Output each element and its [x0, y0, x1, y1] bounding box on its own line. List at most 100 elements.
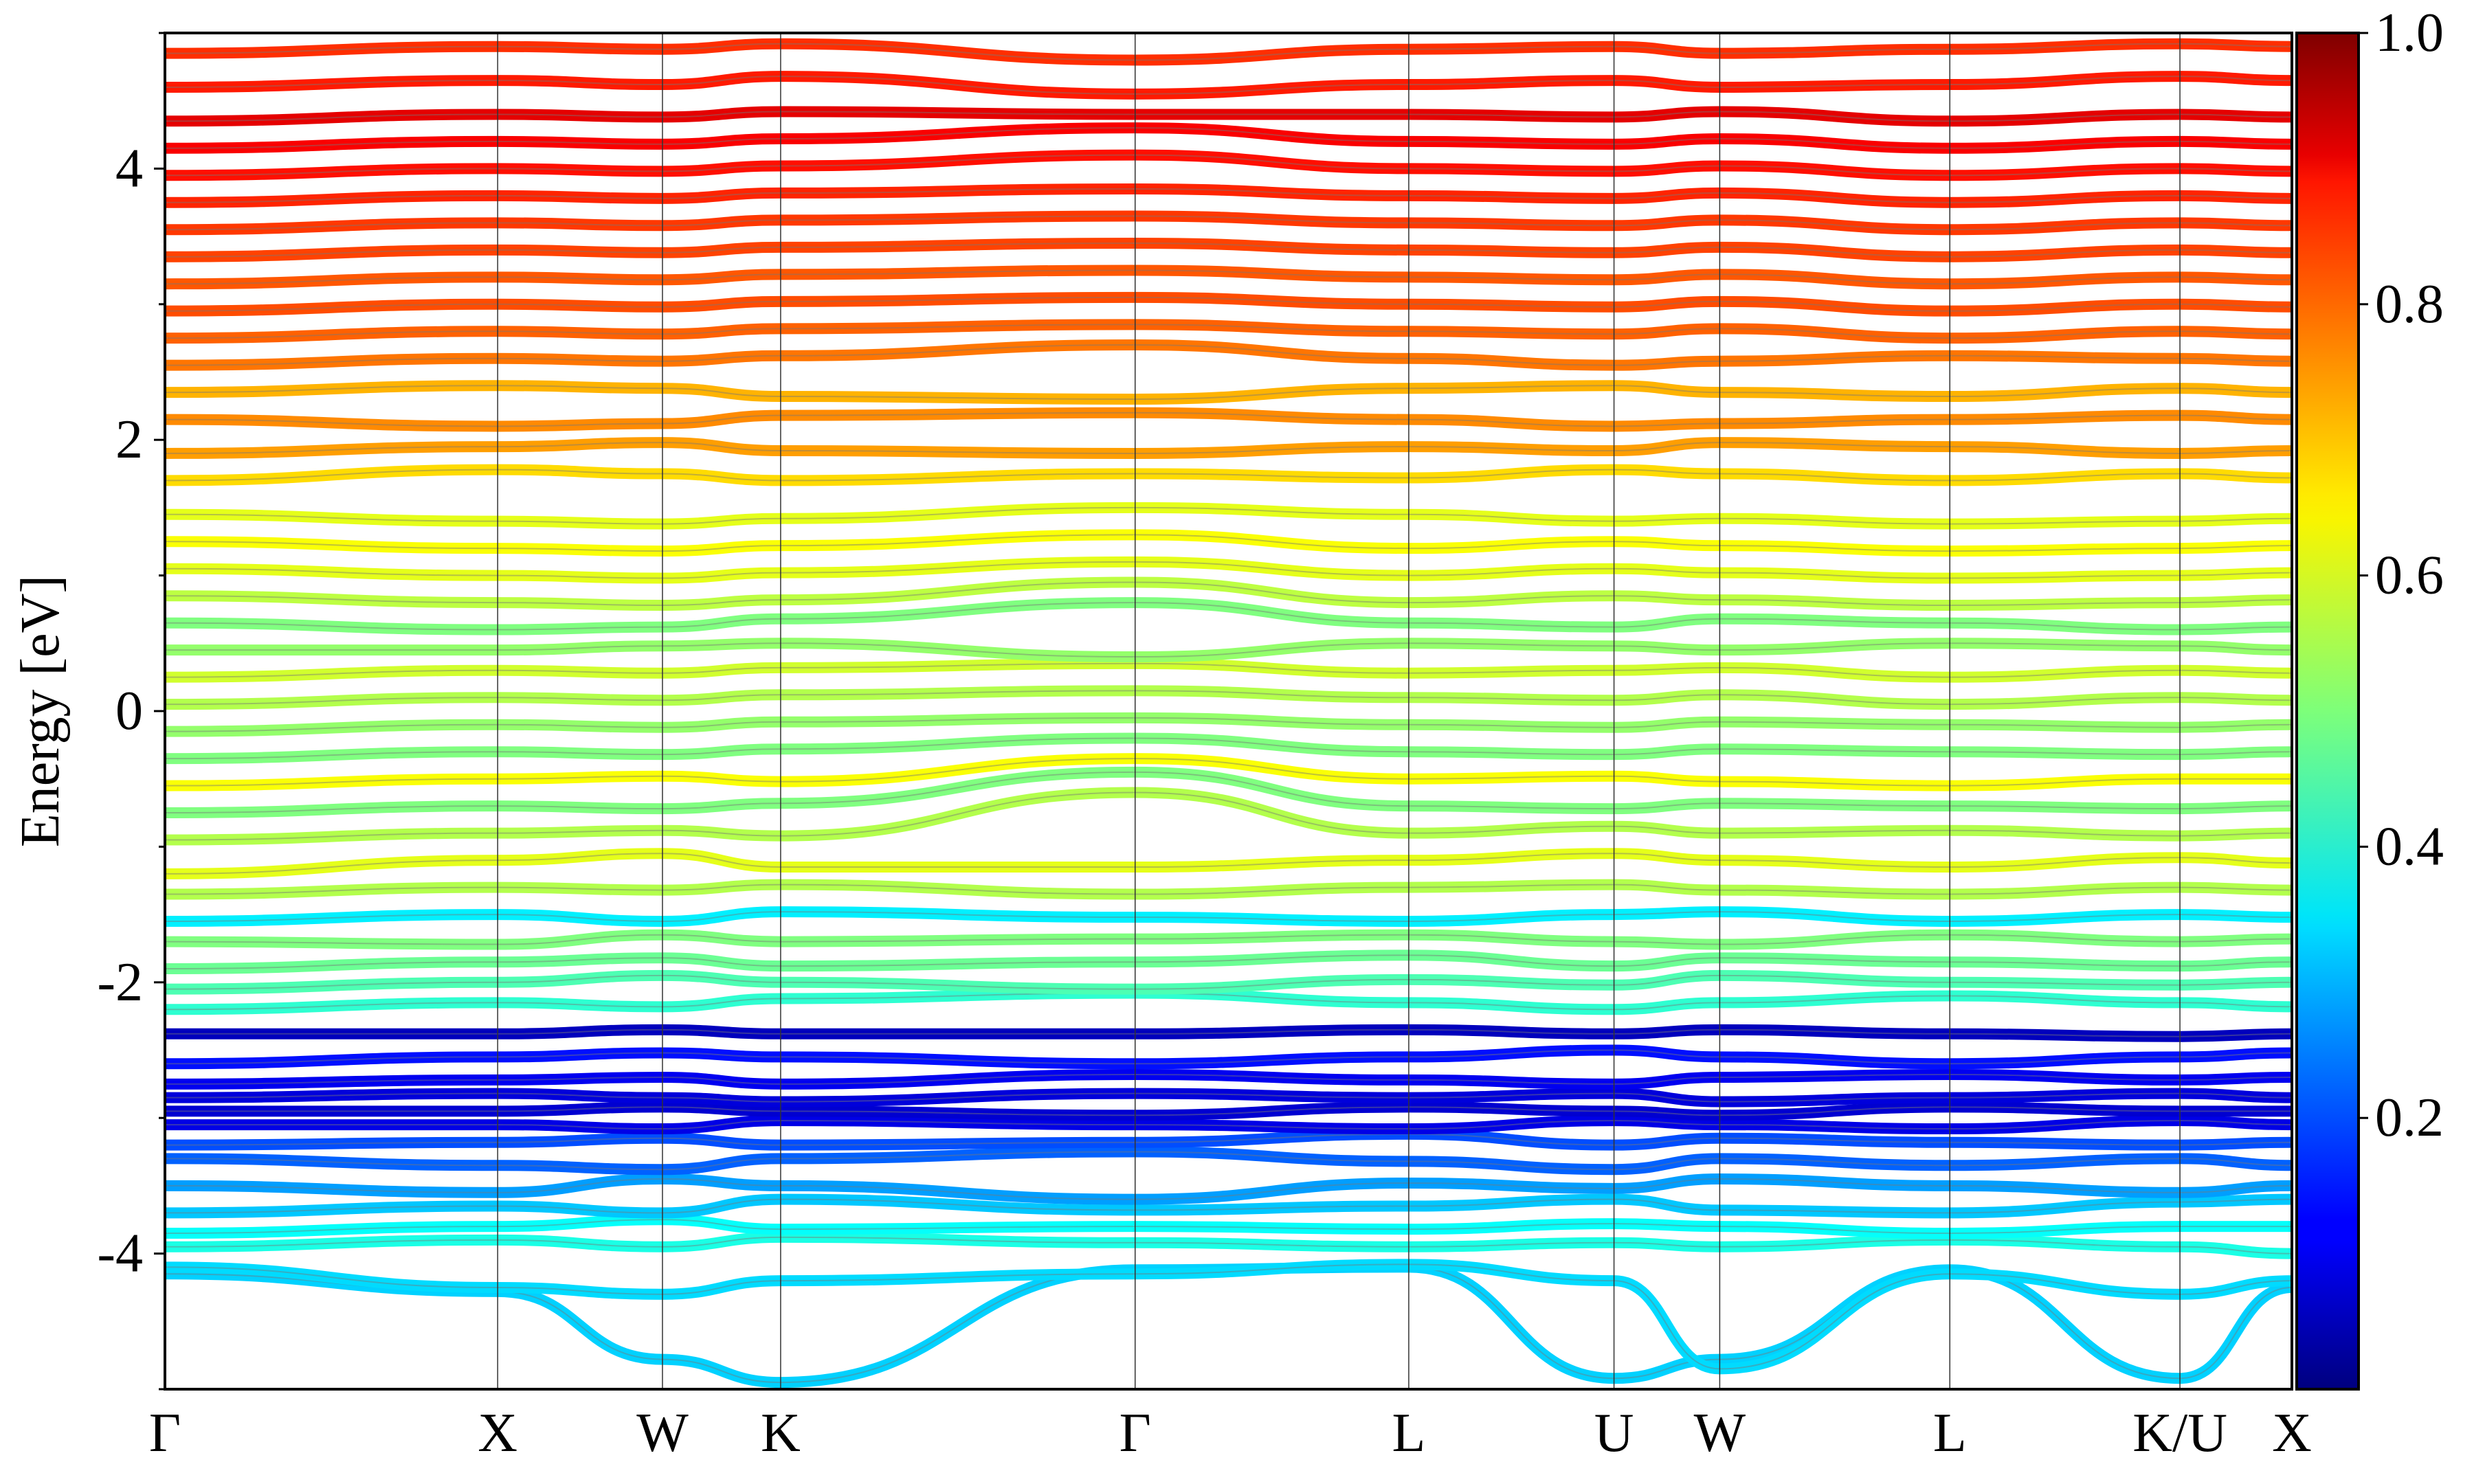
band-line-edge-26	[165, 690, 2292, 706]
band-line-26	[165, 685, 2292, 710]
band-line-edge-14	[165, 992, 2292, 1011]
band-line-edge-34	[165, 469, 2292, 482]
band-line-edge-11	[165, 1074, 2292, 1085]
band-line-edge-33	[165, 506, 2292, 525]
band-line-31	[165, 556, 2292, 584]
colorbar	[2295, 32, 2360, 1391]
band-line-edge-36	[165, 412, 2292, 427]
band-line-edge-1	[165, 1263, 2292, 1370]
band-line-edge-42	[165, 242, 2292, 258]
band-line-edge-17	[165, 934, 2292, 945]
band-line-edge-44	[165, 188, 2292, 203]
colorbar-tick-label-0: 0.2	[2375, 1088, 2444, 1148]
x-tick-label-2: W	[636, 1403, 689, 1463]
band-line-9	[165, 1101, 2292, 1121]
band-line-39	[165, 319, 2292, 344]
x-tick-label-4: Γ	[1119, 1403, 1151, 1463]
band-line-edge-45	[165, 154, 2292, 177]
band-line-20	[165, 848, 2292, 879]
band-line-edge-6	[165, 1151, 2292, 1171]
colorbar-tick-label-2: 0.6	[2375, 546, 2444, 606]
band-line-3	[165, 1214, 2292, 1239]
band-line-34	[165, 464, 2292, 486]
x-tick-label-1: X	[478, 1403, 517, 1463]
band-line-edge-12	[165, 1049, 2292, 1065]
band-line-14	[165, 987, 2292, 1015]
band-line-11	[165, 1069, 2292, 1090]
band-line-edge-10	[165, 1092, 2292, 1103]
band-line-44	[165, 183, 2292, 208]
band-line-edge-22	[165, 771, 2292, 814]
band-line-edge-27	[165, 662, 2292, 678]
y-axis-label: Energy [eV]	[10, 575, 71, 847]
band-line-4	[165, 1193, 2292, 1219]
band-line-24	[165, 732, 2292, 765]
band-line-edge-25	[165, 717, 2292, 732]
band-line-6	[165, 1146, 2292, 1176]
band-line-47	[165, 106, 2292, 127]
x-tick-label-7: W	[1694, 1403, 1746, 1463]
band-line-edge-35	[165, 442, 2292, 454]
band-line-edge-21	[165, 791, 2292, 841]
band-line-27	[165, 657, 2292, 683]
band-line-edge-3	[165, 1219, 2292, 1234]
band-line-edge-40	[165, 296, 2292, 312]
x-tick-label-9: K/U	[2132, 1403, 2227, 1463]
x-tick-label-5: L	[1392, 1403, 1426, 1463]
band-line-40	[165, 291, 2292, 317]
band-line-19	[165, 879, 2292, 900]
band-line-edge-47	[165, 111, 2292, 122]
x-tick-label-3: K	[761, 1403, 801, 1463]
band-line-1	[165, 1259, 2292, 1375]
band-line-45	[165, 149, 2292, 181]
y-tick-label-0: -4	[97, 1224, 143, 1284]
band-line-37	[165, 380, 2292, 405]
band-line-12	[165, 1044, 2292, 1070]
band-line-edge-29	[165, 602, 2292, 631]
band-line-edge-46	[165, 127, 2292, 149]
y-axis-ticks: -4 -2 0 2 4	[97, 32, 165, 1391]
band-line-edge-4	[165, 1198, 2292, 1214]
y-tick-label-2: 0	[115, 681, 143, 741]
band-line-edge-28	[165, 642, 2292, 658]
band-line-edge-7	[165, 1133, 2292, 1146]
band-line-41	[165, 265, 2292, 290]
band-line-edge-19	[165, 884, 2292, 895]
high-symmetry-lines	[497, 33, 2181, 1389]
band-line-46	[165, 122, 2292, 154]
band-line-5	[165, 1173, 2292, 1205]
band-line-edge-20	[165, 853, 2292, 875]
band-line-edge-49	[165, 43, 2292, 61]
band-line-18	[165, 906, 2292, 927]
band-line-edge-37	[165, 385, 2292, 400]
band-line-edge-30	[165, 581, 2292, 607]
band-line-17	[165, 929, 2292, 950]
band-line-edge-23	[165, 758, 2292, 787]
band-line-28	[165, 638, 2292, 663]
band-line-48	[165, 71, 2292, 100]
band-line-43	[165, 210, 2292, 236]
band-line-15	[165, 969, 2292, 995]
band-line-35	[165, 437, 2292, 459]
band-line-edge-32	[165, 534, 2292, 552]
band-line-edge-2	[165, 1236, 2292, 1255]
x-tick-label-10: X	[2272, 1403, 2312, 1463]
band-line-25	[165, 712, 2292, 737]
x-tick-label-0: Γ	[149, 1403, 181, 1463]
band-line-edge-16	[165, 954, 2292, 970]
x-tick-label-8: L	[1933, 1403, 1967, 1463]
band-line-edge-38	[165, 344, 2292, 366]
band-line-22	[165, 766, 2292, 819]
band-line-edge-8	[165, 1120, 2292, 1129]
colorbar-tick-label-4: 1.0	[2375, 3, 2444, 63]
band-line-16	[165, 949, 2292, 975]
band-line-edge-43	[165, 215, 2292, 231]
band-line-edge-31	[165, 561, 2292, 579]
band-line-edge-9	[165, 1106, 2292, 1116]
x-axis-ticks: Γ X W K Γ L U W L K/U X	[149, 1403, 2312, 1463]
band-lines	[165, 38, 2292, 1389]
band-line-29	[165, 597, 2292, 636]
band-line-edge-48	[165, 76, 2292, 95]
band-line-edge-18	[165, 911, 2292, 922]
